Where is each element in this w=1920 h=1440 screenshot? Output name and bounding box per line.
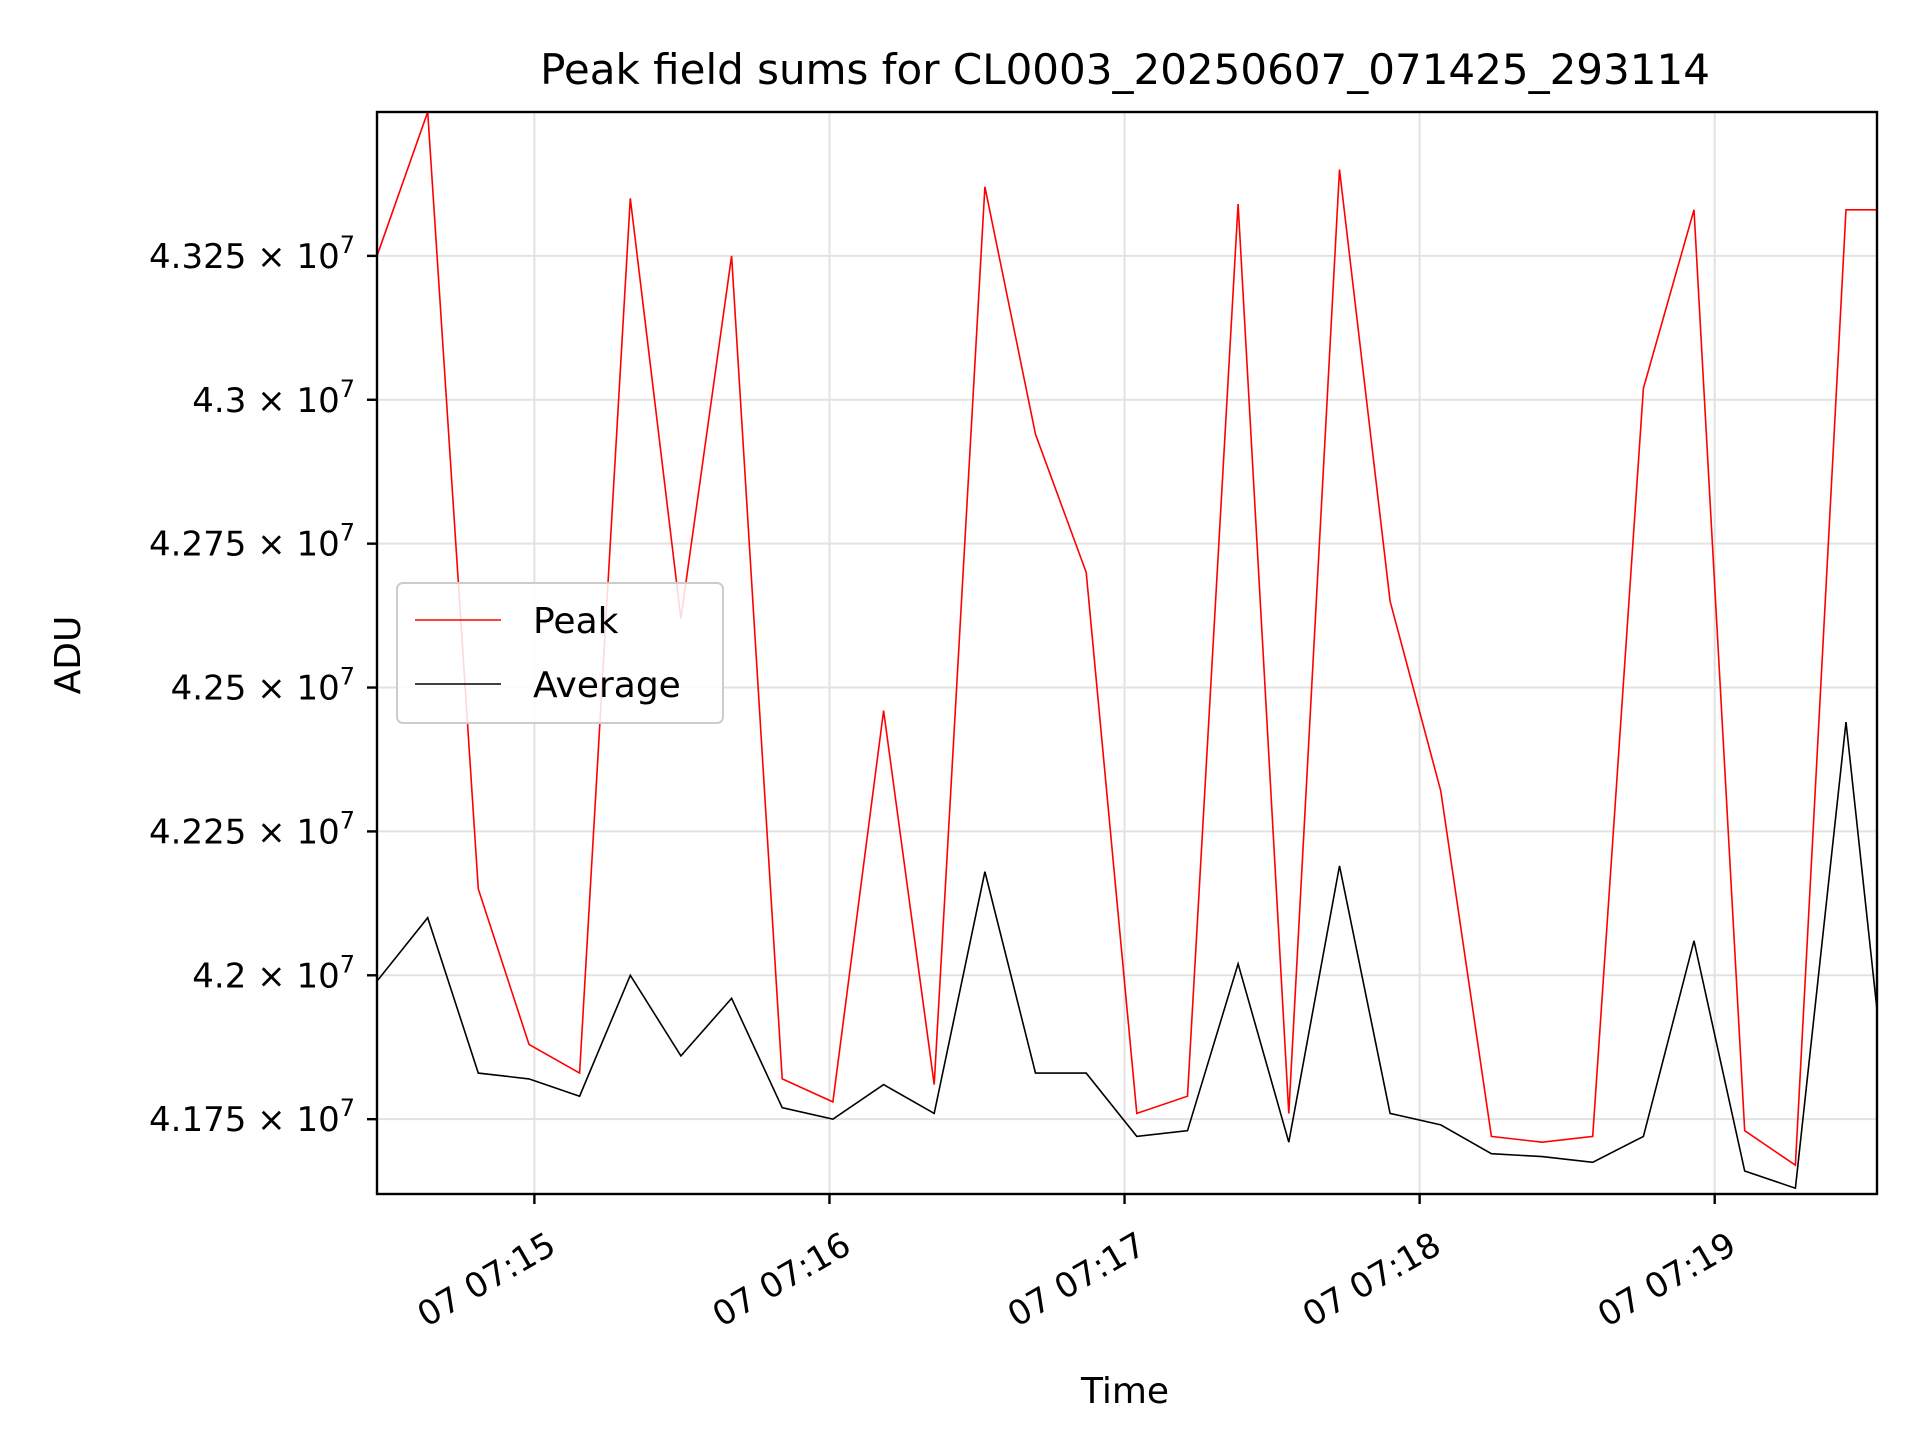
y-tick-mantissa: 4.275 × 10 (149, 525, 340, 565)
y-tick-mantissa: 4.3 × 10 (192, 381, 339, 421)
y-tick-mantissa: 4.325 × 10 (149, 237, 340, 277)
y-tick-exponent: 7 (340, 806, 355, 834)
y-tick-exponent: 7 (340, 663, 355, 691)
y-tick-mantissa: 4.25 × 10 (171, 669, 340, 709)
y-tick-exponent: 7 (340, 950, 355, 978)
y-tick-exponent: 7 (340, 1094, 355, 1122)
y-tick-label: 4.25 × 107 (171, 663, 355, 709)
legend-label-peak: Peak (533, 601, 619, 642)
chart-title: Peak field sums for CL0003_20250607_0714… (540, 45, 1710, 94)
series-line-average (376, 722, 1878, 1190)
legend: Peak Average (396, 582, 724, 724)
y-tick-exponent: 7 (340, 375, 355, 403)
x-axis-label: Time (1080, 1371, 1169, 1412)
legend-label-average: Average (533, 665, 681, 706)
y-tick-label: 4.325 × 107 (149, 231, 355, 277)
y-tick-exponent: 7 (340, 519, 355, 547)
y-tick-label: 4.275 × 107 (149, 519, 355, 565)
y-tick-mantissa: 4.225 × 10 (149, 812, 340, 852)
y-tick-label: 4.225 × 107 (149, 806, 355, 852)
y-tick-exponent: 7 (340, 231, 355, 259)
y-tick-mantissa: 4.2 × 10 (192, 956, 339, 996)
y-axis-label: ADU (48, 616, 89, 695)
legend-frame (396, 582, 724, 724)
y-tick-label: 4.175 × 107 (149, 1094, 355, 1140)
y-tick-label: 4.2 × 107 (192, 950, 355, 996)
y-tick-mantissa: 4.175 × 10 (149, 1100, 340, 1140)
y-tick-label: 4.3 × 107 (192, 375, 355, 421)
series-layer (376, 111, 1878, 1190)
plot-frame (375, 110, 1879, 1196)
series-line-peak (376, 111, 1878, 1167)
